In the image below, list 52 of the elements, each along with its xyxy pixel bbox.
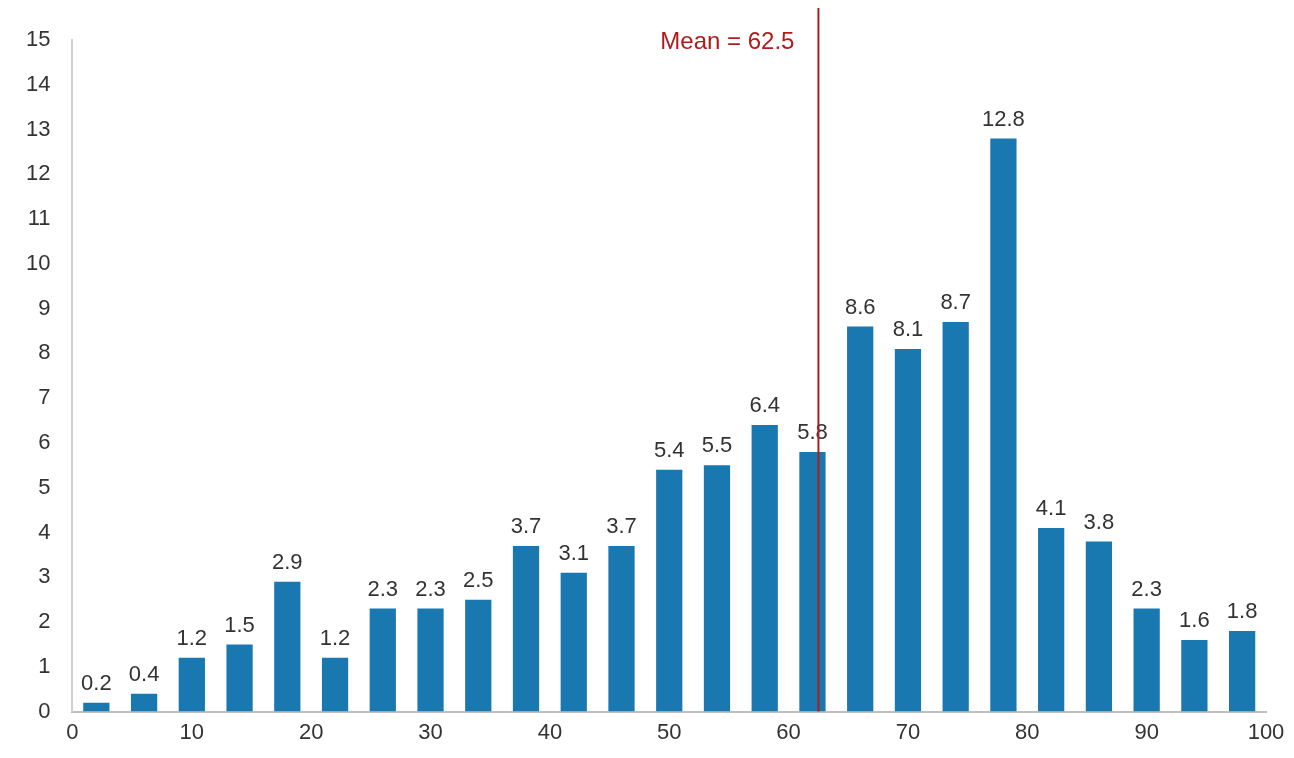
data-label: 5.5 (701, 432, 733, 458)
y-tick-label: 3 (38, 563, 51, 589)
data-label: 3.8 (1083, 508, 1115, 534)
y-tick-label: 0 (38, 697, 51, 723)
data-label: 2.5 (462, 566, 494, 592)
data-label: 3.7 (510, 513, 542, 538)
x-tick-label: 80 (1015, 718, 1040, 744)
data-label: 1.5 (224, 611, 255, 637)
x-tick-label: 20 (298, 718, 324, 744)
x-tick-label: 10 (179, 718, 205, 744)
data-label: 8.7 (940, 289, 971, 315)
data-label: 2.3 (367, 575, 399, 601)
x-tick-label: 60 (776, 718, 801, 744)
x-tick-label: 0 (66, 718, 79, 744)
data-label: 1.6 (1179, 607, 1210, 633)
data-label: 2.9 (272, 548, 303, 574)
data-label: 3.7 (606, 513, 637, 538)
data-label: 2.3 (415, 575, 446, 601)
data-label: 0.2 (81, 669, 112, 695)
y-tick-label: 4 (38, 518, 51, 544)
y-tick-label: 12 (25, 160, 51, 186)
data-label: 1.8 (1226, 598, 1258, 624)
x-tick-label: 70 (895, 718, 921, 744)
data-label: 4.1 (1035, 495, 1067, 521)
x-tick-label: 40 (537, 718, 563, 744)
y-tick-label: 13 (25, 115, 51, 141)
data-label: 8.1 (892, 316, 924, 341)
data-label: 8.6 (844, 293, 876, 319)
y-tick-label: 10 (25, 249, 51, 275)
data-label: 3.1 (558, 539, 590, 565)
y-tick-label: 8 (38, 339, 51, 365)
data-label: 12.8 (982, 105, 1025, 131)
y-tick-label: 11 (27, 205, 51, 231)
y-tick-label: 15 (25, 26, 51, 52)
data-label: 0.4 (128, 660, 160, 686)
x-tick-label: 50 (656, 718, 682, 744)
data-label: 2.3 (1131, 575, 1162, 601)
data-label: 6.4 (749, 392, 781, 418)
y-tick-label: 14 (25, 70, 51, 96)
x-tick-label: 100 (1247, 718, 1285, 744)
y-tick-label: 1 (38, 652, 51, 678)
y-tick-label: 5 (38, 473, 51, 499)
y-tick-label: 6 (38, 429, 51, 455)
x-tick-label: 90 (1134, 718, 1159, 744)
y-tick-label: 7 (38, 384, 51, 410)
data-label: 5.4 (653, 436, 685, 462)
data-label: 1.2 (319, 624, 351, 650)
x-tick-label: 30 (418, 718, 443, 744)
data-label: 1.2 (176, 624, 208, 650)
y-tick-label: 9 (38, 294, 51, 320)
y-tick-label: 2 (38, 608, 51, 634)
ref-line-label: Mean = 62.5 (660, 26, 795, 54)
